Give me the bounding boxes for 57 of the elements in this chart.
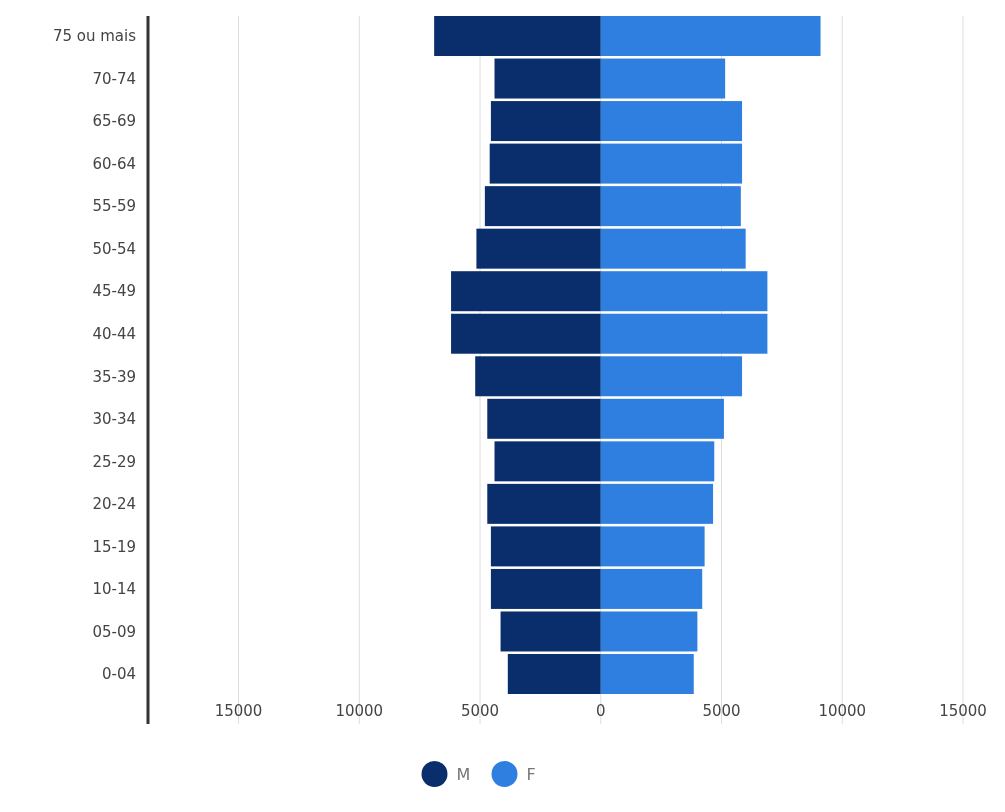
bar bbox=[490, 526, 601, 567]
bar bbox=[484, 186, 601, 227]
bar bbox=[600, 101, 743, 142]
legend-label: M bbox=[456, 764, 471, 784]
bar bbox=[507, 654, 601, 694]
x-tick-label: 15000 bbox=[939, 702, 987, 720]
bar bbox=[600, 526, 705, 567]
y-tick-label: 30-34 bbox=[92, 410, 136, 429]
x-tick-label: 10000 bbox=[818, 702, 867, 720]
bar bbox=[476, 228, 601, 269]
bar bbox=[600, 654, 694, 694]
y-tick-label: 15-19 bbox=[92, 537, 136, 556]
bar bbox=[487, 398, 601, 439]
y-tick-label: 40-44 bbox=[92, 324, 136, 343]
bar bbox=[600, 356, 743, 397]
x-tick-label: 10000 bbox=[335, 702, 384, 720]
bar bbox=[600, 313, 768, 354]
bar bbox=[487, 483, 601, 524]
bar bbox=[434, 16, 601, 56]
bar bbox=[600, 228, 746, 269]
bar bbox=[451, 313, 601, 354]
x-tick-label: 5000 bbox=[702, 702, 741, 720]
y-tick-label: 65-69 bbox=[92, 112, 136, 131]
bar bbox=[600, 16, 821, 56]
y-tick-label: 0-04 bbox=[101, 665, 136, 684]
y-tick-label: 20-24 bbox=[92, 495, 136, 514]
y-tick-label: 55-59 bbox=[92, 197, 136, 216]
bar bbox=[600, 398, 724, 439]
y-tick-label: 10-14 bbox=[92, 580, 136, 599]
x-tick-label: 15000 bbox=[214, 702, 263, 720]
bar bbox=[600, 441, 715, 482]
y-tick-label: 45-49 bbox=[92, 282, 136, 301]
y-tick-label: 25-29 bbox=[92, 452, 136, 471]
bar bbox=[600, 611, 698, 652]
x-tick-label: 5000 bbox=[460, 702, 500, 720]
y-tick-label: 05-09 bbox=[92, 622, 136, 641]
x-tick-label: 0 bbox=[596, 702, 606, 720]
y-tick-label: 70-74 bbox=[92, 69, 136, 88]
y-tick-label: 75 ou mais bbox=[52, 27, 137, 46]
bar bbox=[500, 611, 601, 652]
bar bbox=[494, 441, 601, 482]
bar bbox=[600, 483, 714, 524]
bar bbox=[490, 101, 601, 142]
legend-label: F bbox=[526, 764, 536, 784]
bar bbox=[600, 271, 768, 312]
bar bbox=[494, 58, 601, 99]
bar bbox=[600, 58, 726, 99]
y-tick-label: 60-64 bbox=[92, 154, 136, 173]
bar bbox=[451, 271, 601, 312]
bar bbox=[490, 568, 601, 609]
bar bbox=[489, 143, 601, 184]
y-tick-label: 50-54 bbox=[92, 239, 136, 258]
y-tick-label: 35-39 bbox=[92, 367, 136, 386]
bar bbox=[475, 356, 601, 397]
bar bbox=[600, 186, 741, 227]
bar bbox=[600, 143, 743, 184]
bar bbox=[600, 568, 703, 609]
